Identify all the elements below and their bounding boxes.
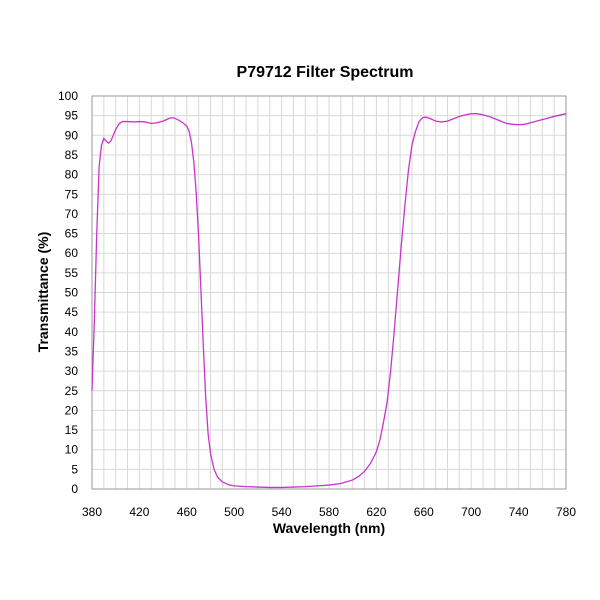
y-tick-label: 90: [65, 128, 79, 142]
x-tick-label: 660: [414, 505, 434, 519]
y-tick-label: 35: [65, 344, 79, 358]
y-tick-label: 15: [65, 423, 79, 437]
y-tick-label: 0: [71, 482, 78, 496]
y-tick-label: 75: [65, 187, 79, 201]
chart-title: P79712 Filter Spectrum: [237, 64, 414, 81]
y-tick-label: 95: [65, 109, 79, 123]
y-tick-label: 65: [65, 227, 79, 241]
x-tick-label: 620: [366, 505, 386, 519]
x-tick-label: 380: [82, 505, 102, 519]
x-tick-label: 500: [224, 505, 244, 519]
x-tick-label: 540: [272, 505, 292, 519]
y-tick-label: 60: [65, 246, 79, 260]
transmittance-line: [91, 113, 567, 489]
y-tick-label: 25: [65, 384, 79, 398]
y-tick-label: 50: [65, 286, 79, 300]
y-tick-label: 10: [65, 443, 79, 457]
y-tick-label: 55: [65, 266, 79, 280]
y-tick-label: 20: [65, 403, 79, 417]
y-axis-ticks: 0 5 10 15 20 25 30 35 40 45 50 55 60 65 70 75 80 85 90 95 10…: [58, 89, 78, 496]
y-tick-label: 100: [58, 89, 78, 103]
y-tick-label: 85: [65, 148, 79, 162]
y-axis-label: Transmittance (%): [35, 232, 51, 353]
plot-border: [91, 95, 567, 490]
y-tick-label: 40: [65, 325, 79, 339]
x-tick-label: 420: [129, 505, 149, 519]
x-axis-label: Wavelength (nm): [273, 520, 385, 536]
y-tick-label: 80: [65, 168, 79, 182]
x-tick-label: 580: [319, 505, 339, 519]
x-axis-ticks: 380 420 460 500 540 580 620 660 700 740 780: [82, 505, 576, 519]
x-tick-label: 460: [177, 505, 197, 519]
x-tick-label: 780: [556, 505, 576, 519]
y-tick-label: 45: [65, 305, 79, 319]
y-tick-label: 70: [65, 207, 79, 221]
x-tick-label: 740: [509, 505, 529, 519]
grid-lines: [91, 95, 567, 490]
x-tick-label: 700: [461, 505, 481, 519]
y-tick-label: 5: [71, 462, 78, 476]
y-tick-label: 30: [65, 364, 79, 378]
